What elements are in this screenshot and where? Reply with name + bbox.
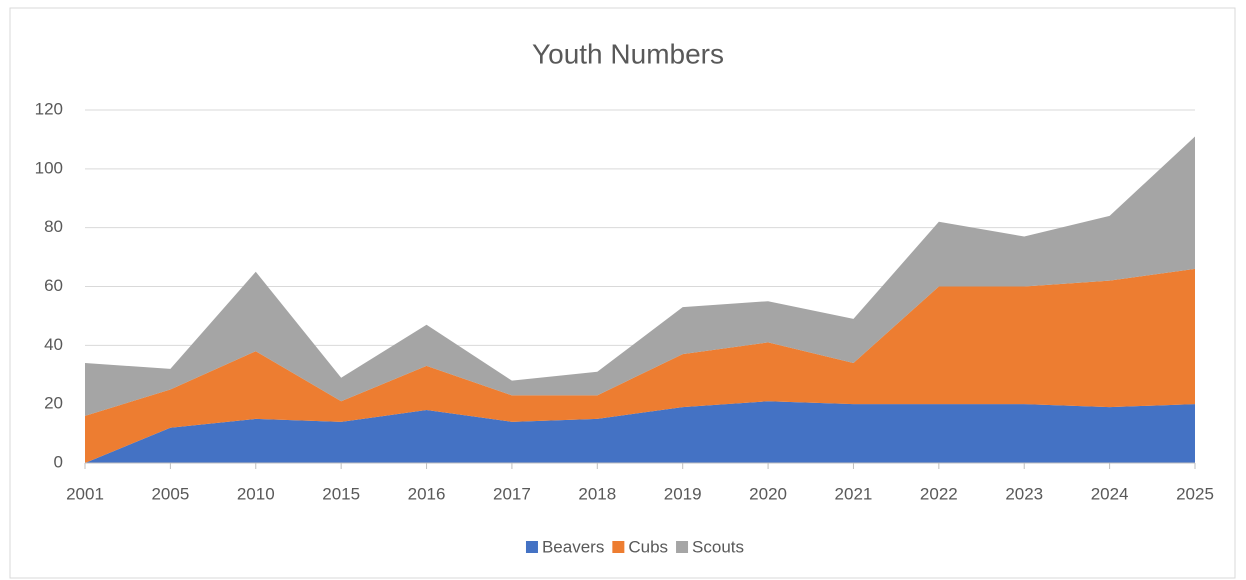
x-tick-label: 2015: [322, 484, 360, 503]
x-tick-label: 2005: [151, 484, 189, 503]
x-tick-label: 2024: [1091, 484, 1129, 503]
y-tick-label: 20: [44, 394, 63, 413]
chart-title: Youth Numbers: [532, 38, 724, 69]
x-tick-label: 2016: [408, 484, 446, 503]
x-tick-label: 2023: [1005, 484, 1043, 503]
legend-swatch: [612, 541, 625, 553]
x-tick-label: 2017: [493, 484, 531, 503]
x-tick-label: 2010: [237, 484, 275, 503]
y-tick-label: 0: [54, 452, 63, 471]
y-tick-label: 40: [44, 335, 63, 354]
x-tick-label: 2025: [1176, 484, 1214, 503]
area: [85, 401, 1195, 463]
y-tick-label: 60: [44, 276, 63, 295]
x-tick-label: 2022: [920, 484, 958, 503]
y-tick-label: 100: [35, 158, 63, 177]
x-tick-label: 2021: [835, 484, 873, 503]
legend-label: Scouts: [692, 537, 744, 556]
legend-label: Beavers: [542, 537, 604, 556]
area: [85, 268, 1195, 463]
legend-swatch: [676, 541, 689, 553]
x-tick-label: 2018: [578, 484, 616, 503]
y-tick-label: 120: [35, 99, 63, 118]
x-tick-label: 2020: [749, 484, 787, 503]
x-tick-label: 2001: [66, 484, 104, 503]
y-tick-label: 80: [44, 217, 63, 236]
legend-swatch: [525, 541, 538, 553]
legend-label: Cubs: [628, 537, 668, 556]
x-tick-label: 2019: [664, 484, 702, 503]
area: [85, 136, 1195, 416]
